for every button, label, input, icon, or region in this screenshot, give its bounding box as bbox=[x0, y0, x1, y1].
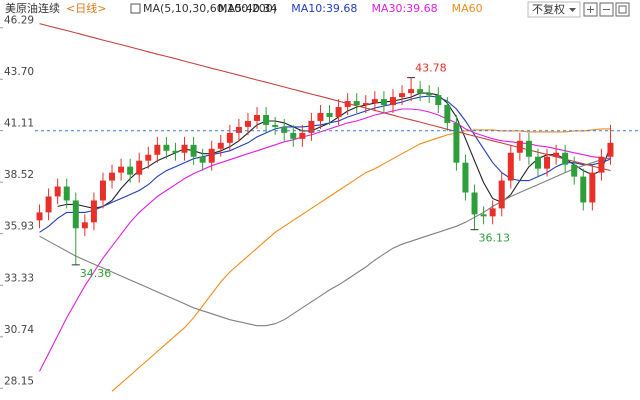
candle-body bbox=[190, 144, 197, 157]
candle-body bbox=[99, 180, 106, 201]
candle-body bbox=[435, 95, 442, 106]
candle-body bbox=[516, 140, 523, 153]
y-tick-label: 41.11 bbox=[4, 118, 34, 130]
ma-setting[interactable]: MA(5,10,30,60,100,200) bbox=[143, 2, 277, 15]
candle-body bbox=[344, 101, 351, 108]
candle-body bbox=[371, 99, 378, 104]
candle-body bbox=[208, 148, 215, 163]
candle-body bbox=[90, 200, 97, 223]
candle-body bbox=[489, 208, 496, 217]
candle-body bbox=[507, 152, 514, 181]
candle-body bbox=[589, 172, 596, 203]
candle-body bbox=[145, 154, 152, 161]
y-tick-label: 35.93 bbox=[4, 221, 34, 233]
candle-body bbox=[163, 144, 170, 151]
legend-entry: MA30:39.68 bbox=[371, 2, 437, 15]
candle-body bbox=[272, 124, 279, 127]
adjust-label[interactable]: 不复权 bbox=[532, 2, 565, 16]
period-label[interactable]: <日线> bbox=[66, 1, 106, 15]
candle-body bbox=[317, 113, 324, 121]
candle-body bbox=[63, 186, 70, 201]
candle-body bbox=[263, 114, 270, 125]
icon-button[interactable] bbox=[599, 2, 614, 17]
ma-line bbox=[39, 95, 611, 233]
candle-body bbox=[299, 132, 306, 139]
candle-body bbox=[534, 156, 541, 169]
candle-body bbox=[417, 89, 424, 94]
candle-body bbox=[544, 156, 551, 169]
legend-entry: MA5:40.34 bbox=[218, 2, 277, 15]
y-tick-label: 28.15 bbox=[4, 375, 34, 387]
legend-entry: MA60 bbox=[452, 2, 483, 15]
candle-body bbox=[525, 140, 532, 157]
icon-button[interactable] bbox=[615, 2, 630, 17]
candle-body bbox=[480, 214, 487, 217]
candle-body bbox=[462, 162, 469, 193]
ma-icon[interactable] bbox=[130, 3, 141, 14]
candle-body bbox=[154, 144, 161, 155]
candle-body bbox=[109, 172, 116, 181]
candle-body bbox=[408, 89, 415, 94]
candle-body bbox=[181, 144, 188, 153]
candle-body bbox=[136, 160, 143, 175]
candle-body bbox=[54, 186, 61, 197]
candle-body bbox=[235, 126, 242, 133]
y-tick-label: 33.33 bbox=[4, 272, 34, 284]
candle-body bbox=[453, 122, 460, 163]
candle-body bbox=[226, 132, 233, 143]
plot-area bbox=[36, 23, 614, 392]
candle-body bbox=[172, 150, 179, 153]
instrument-title: 美原油连续 bbox=[5, 1, 60, 15]
ma-line bbox=[57, 92, 612, 209]
candle-body bbox=[562, 152, 569, 165]
candle-body bbox=[290, 132, 297, 139]
candle-body bbox=[254, 114, 261, 121]
candle-body bbox=[45, 196, 52, 213]
annotation-label: 43.78 bbox=[415, 62, 447, 75]
candle-body bbox=[199, 156, 206, 163]
candle-body bbox=[335, 107, 342, 117]
ma-line bbox=[111, 128, 611, 392]
candle-body bbox=[389, 97, 396, 106]
candle-body bbox=[308, 120, 315, 133]
candle-body bbox=[553, 152, 560, 157]
annotation-label: 36.13 bbox=[479, 232, 511, 245]
candle-body bbox=[471, 192, 478, 215]
y-tick-label: 43.70 bbox=[4, 66, 34, 78]
ma-line bbox=[39, 157, 611, 327]
candle-body bbox=[127, 166, 134, 175]
candle-body bbox=[118, 166, 125, 173]
candle-body bbox=[244, 120, 251, 127]
candle-body bbox=[353, 101, 360, 106]
candle-body bbox=[326, 113, 333, 117]
candle-body bbox=[81, 222, 88, 229]
candle-body bbox=[444, 105, 451, 123]
candle-body bbox=[498, 180, 505, 209]
adjust-select[interactable] bbox=[527, 1, 581, 18]
dropdown-arrow bbox=[569, 8, 576, 12]
y-tick-label: 46.29 bbox=[4, 15, 34, 27]
annotation-label: 34.36 bbox=[80, 267, 112, 280]
candle-body bbox=[399, 93, 406, 98]
candle-body bbox=[281, 126, 288, 133]
icon-button[interactable] bbox=[583, 2, 598, 17]
candle-body bbox=[598, 156, 605, 173]
candle-body bbox=[426, 93, 433, 96]
ma-line bbox=[39, 108, 611, 372]
ma-line bbox=[39, 23, 611, 172]
y-tick-label: 30.74 bbox=[4, 324, 34, 336]
candle-body bbox=[217, 142, 224, 149]
candle-body bbox=[362, 103, 369, 106]
toolbar-icons bbox=[583, 2, 630, 17]
candle-body bbox=[580, 176, 587, 203]
candle-body bbox=[36, 212, 43, 221]
candle-body bbox=[571, 164, 578, 177]
candle-body bbox=[607, 142, 614, 157]
candle-body bbox=[380, 99, 387, 106]
y-tick-label: 38.52 bbox=[4, 169, 34, 181]
legend-entry: MA10:39.68 bbox=[291, 2, 357, 15]
legend: MA5:40.34 MA10:39.68 MA30:39.68 MA60 bbox=[218, 2, 483, 15]
candle-body bbox=[72, 200, 79, 229]
